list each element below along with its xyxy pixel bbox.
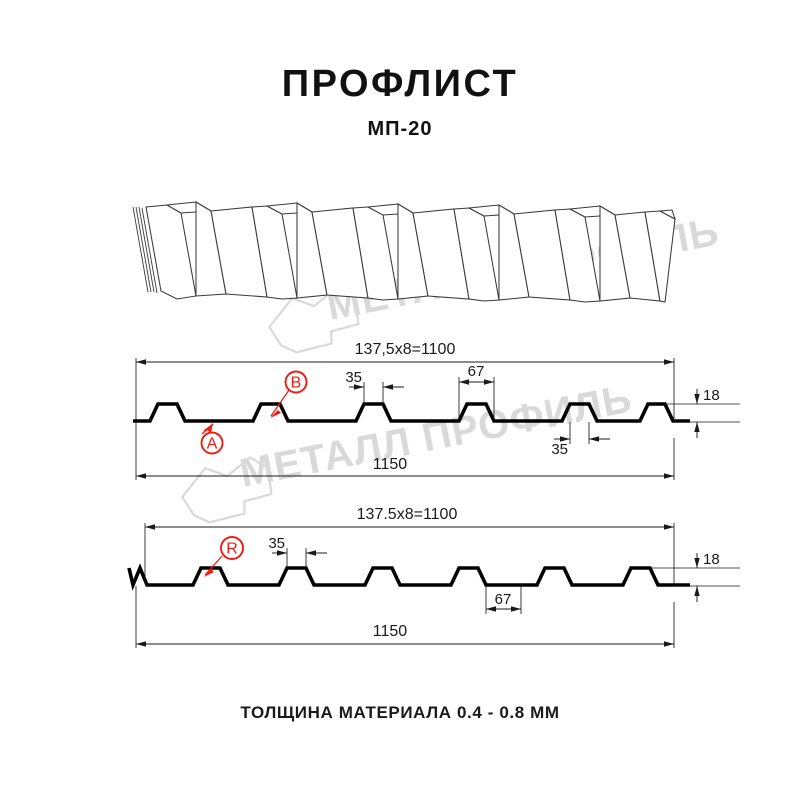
- section-a-profile-outline: [133, 402, 690, 423]
- dim-label-valley-a: 67: [468, 363, 485, 380]
- dim-label-rib-b: 35: [268, 535, 285, 552]
- marker-b-label: B: [291, 375, 302, 392]
- dim-rib-width-a2: 35: [551, 422, 610, 458]
- iso-wave: [145, 201, 227, 300]
- dim-label-valley-b: 67: [495, 591, 512, 608]
- metal-profil-logo-icon: [267, 286, 360, 354]
- metal-profil-logo-icon-2: [180, 456, 273, 524]
- dim-bottom-overall-a: 1150: [135, 422, 675, 480]
- material-thickness-note: ТОЛЩИНА МАТЕРИАЛА 0.4 - 0.8 ММ: [240, 703, 560, 722]
- dim-height-a: 18: [665, 387, 740, 438]
- dim-label-height-b: 18: [703, 551, 720, 568]
- dim-label-rib-a2: 35: [551, 441, 568, 458]
- dim-bottom-overall-b: 1150: [135, 586, 675, 648]
- dim-label-bottom-a: 1150: [373, 456, 408, 473]
- marker-b: B: [270, 370, 308, 418]
- dim-rib-width-b: 35: [268, 535, 327, 568]
- iso-wave: [251, 202, 328, 300]
- marker-a: A: [200, 423, 224, 455]
- marker-r-label: R: [226, 541, 238, 558]
- dim-rib-width-a: 35: [345, 369, 404, 404]
- isometric-profile-view: [132, 201, 676, 303]
- dim-top-overall-b: 137.5x8=1100: [144, 506, 675, 584]
- marker-a-label: A: [207, 436, 218, 453]
- dim-label-top-b: 137.5x8=1100: [357, 506, 458, 523]
- dim-top-overall-a: 137,5x8=1100: [135, 341, 675, 420]
- section-b-profile-outline: [127, 563, 690, 591]
- iso-wave: [644, 209, 676, 303]
- dim-valley-width-b: 67: [485, 586, 522, 614]
- watermark-text-2: МЕТАЛЛ ПРОФИЛЬ: [236, 377, 635, 496]
- cross-section-a-view: 137,5x8=1100 35 67: [133, 341, 740, 480]
- dim-valley-width-a: 67: [458, 363, 495, 420]
- dim-label-height-a: 18: [703, 387, 720, 404]
- dim-label-rib-a: 35: [345, 369, 362, 386]
- marker-r: R: [204, 536, 244, 577]
- dim-height-b: 18: [650, 551, 740, 602]
- dim-label-bottom-b: 1150: [373, 623, 408, 640]
- dim-label-top-a: 137,5x8=1100: [355, 341, 456, 358]
- iso-left-edge: [132, 206, 158, 294]
- cross-section-b-view: 137.5x8=1100 35 67: [127, 506, 740, 648]
